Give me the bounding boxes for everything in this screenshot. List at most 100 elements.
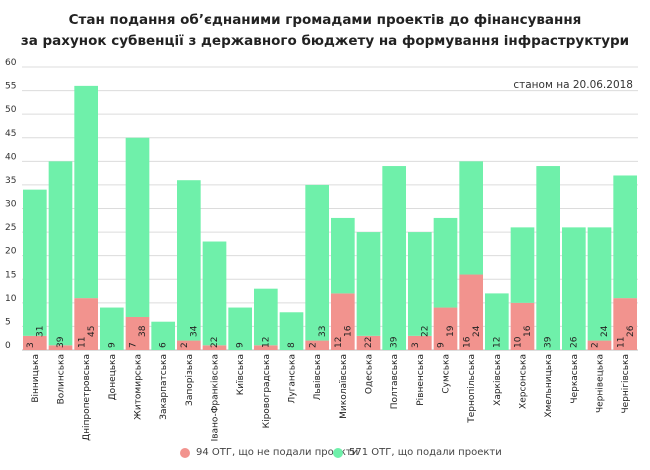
data-label-submitted: 31 xyxy=(36,326,46,337)
data-label-submitted: 38 xyxy=(138,325,148,337)
data-label-submitted: 12 xyxy=(492,337,502,348)
data-label-not-submitted: 2 xyxy=(591,342,601,348)
data-label-not-submitted: 12 xyxy=(334,337,344,348)
y-tick-label: 20 xyxy=(5,247,17,257)
legend-item-submitted: 571 ОТГ, що подали проекти xyxy=(333,447,502,458)
bar-submitted xyxy=(382,166,406,350)
data-label-submitted: 22 xyxy=(210,337,220,348)
data-label-submitted: 39 xyxy=(56,336,66,348)
x-tick-label: Житомирська xyxy=(134,354,144,420)
bar-submitted xyxy=(74,85,98,299)
bar-not-submitted xyxy=(177,340,201,350)
x-tick-label: Миколаївська xyxy=(339,354,349,419)
data-label-submitted: 9 xyxy=(236,342,246,348)
data-label-not-submitted: 2 xyxy=(180,342,190,348)
chart-title-line-1: Стан подання об’єднаними громадами проек… xyxy=(68,12,582,28)
bar-submitted xyxy=(408,232,432,336)
data-label-submitted: 45 xyxy=(87,326,97,337)
bar-submitted xyxy=(459,161,483,275)
bar-not-submitted xyxy=(408,335,432,350)
bar-submitted xyxy=(613,175,637,299)
bar-not-submitted xyxy=(305,340,329,350)
bar-submitted xyxy=(305,184,329,341)
legend-label-not-submitted: 94 ОТГ, що не подали проекти xyxy=(196,447,359,458)
x-tick-label: Хмельницька xyxy=(544,354,554,418)
bars-layer xyxy=(23,85,637,350)
x-tick-label: Сумська xyxy=(442,354,452,394)
bar-not-submitted xyxy=(613,298,637,350)
x-tick-label: Харківська xyxy=(493,354,503,406)
bar-not-submitted xyxy=(356,335,381,350)
y-tick-label: 35 xyxy=(5,176,16,186)
x-tick-label: Закарпатська xyxy=(159,354,169,420)
x-tick-label: Чернігівська xyxy=(621,354,631,414)
data-label-not-submitted: 3 xyxy=(26,342,36,348)
data-label-submitted: 12 xyxy=(261,337,271,348)
data-label-submitted: 9 xyxy=(107,342,117,348)
y-tick-label: 40 xyxy=(5,152,17,162)
bar-not-submitted xyxy=(48,345,73,350)
data-label-submitted: 22 xyxy=(364,337,374,348)
bar-not-submitted xyxy=(254,345,278,350)
x-tick-label: Херсонська xyxy=(519,354,529,409)
data-label-submitted: 16 xyxy=(523,325,533,337)
x-tick-label: Вінницька xyxy=(31,354,41,403)
bar-submitted xyxy=(510,227,535,303)
data-label-not-submitted: 7 xyxy=(129,342,139,348)
bar-submitted xyxy=(48,161,73,346)
bar-submitted xyxy=(125,137,150,317)
y-tick-label: 10 xyxy=(5,294,17,304)
x-tick-label: Тернопільська xyxy=(467,354,477,424)
legend-label-submitted: 571 ОТГ, що подали проекти xyxy=(349,447,502,458)
chart-title: Стан подання об’єднаними громадами проек… xyxy=(0,10,650,52)
data-label-submitted: 26 xyxy=(569,336,579,348)
bar-not-submitted xyxy=(459,274,483,350)
y-tick-label: 60 xyxy=(5,58,17,68)
y-tick-label: 15 xyxy=(5,270,16,280)
data-label-submitted: 26 xyxy=(626,325,636,337)
y-tick-label: 25 xyxy=(5,223,16,233)
x-tick-label: Донецька xyxy=(108,354,118,400)
data-label-not-submitted: 9 xyxy=(437,342,447,348)
x-tick-label: Кіровоградська xyxy=(262,354,272,428)
data-label-submitted: 22 xyxy=(421,326,431,337)
x-tick-label: Одеська xyxy=(365,354,375,394)
x-tick-label: Львівська xyxy=(313,354,323,400)
data-label-not-submitted: 11 xyxy=(77,337,87,348)
bar-submitted xyxy=(23,189,47,336)
data-label-submitted: 34 xyxy=(190,325,200,337)
x-tick-label: Івано-Франківська xyxy=(211,354,221,441)
bar-submitted xyxy=(228,307,252,350)
data-label-submitted: 24 xyxy=(472,325,482,337)
bar-submitted xyxy=(536,166,560,350)
data-label-not-submitted: 10 xyxy=(514,336,524,348)
data-label-submitted: 39 xyxy=(544,336,554,348)
data-label-not-submitted: 16 xyxy=(462,336,472,348)
x-tick-label: Черкаська xyxy=(570,354,580,404)
x-tick-label: Дніпропетровська xyxy=(82,354,92,441)
x-tick-label: Луганська xyxy=(288,354,298,403)
bar-not-submitted xyxy=(587,340,612,350)
x-tick-label: Київська xyxy=(236,354,246,395)
y-tick-label: 55 xyxy=(5,82,16,92)
legend-item-not-submitted: 94 ОТГ, що не подали проекти xyxy=(180,447,358,458)
y-tick-label: 30 xyxy=(5,200,17,210)
data-label-not-submitted: 2 xyxy=(308,342,318,348)
bar-submitted xyxy=(151,321,175,350)
bar-submitted xyxy=(587,227,612,341)
x-tick-label: Волинська xyxy=(57,354,67,404)
y-tick-label: 5 xyxy=(5,317,11,327)
y-tick-label: 45 xyxy=(5,129,16,139)
y-tick-label: 50 xyxy=(5,105,17,115)
bar-not-submitted xyxy=(125,316,150,350)
bar-submitted xyxy=(177,180,201,341)
chart-title-line-2: за рахунок субвенції з державного бюджет… xyxy=(20,33,630,49)
grid-layer: 0 5 10 15 20 25 30 35 40 45 50 55 60 xyxy=(5,58,638,351)
legend-swatch-submitted xyxy=(333,447,343,458)
data-label-submitted: 39 xyxy=(390,336,400,348)
bar-submitted xyxy=(254,288,278,346)
x-tick-label: Рівненська xyxy=(416,354,426,406)
date-note: станом на 20.06.2018 xyxy=(513,79,633,91)
bar-not-submitted xyxy=(510,302,535,350)
